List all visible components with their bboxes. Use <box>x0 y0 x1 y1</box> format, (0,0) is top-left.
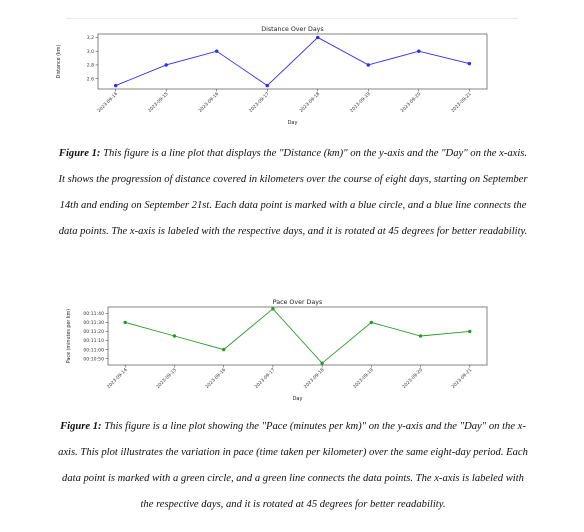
figure-caption-distance: Figure 1: This figure is a line plot tha… <box>58 141 528 245</box>
y-tick-label: 00:11:20 <box>83 329 104 335</box>
y-tick-label: 00:11:10 <box>83 338 104 344</box>
y-axis-label: Pace (minutes per km) <box>66 309 72 363</box>
y-tick-label: 00:11:30 <box>83 320 104 326</box>
data-point <box>164 63 168 67</box>
y-tick-label: 00:10:50 <box>83 356 104 362</box>
pace-chart: Pace Over Days 00:10:50 00:11:00 00:11:10 00… <box>66 299 488 402</box>
chart-title: Distance Over Days <box>261 26 323 33</box>
figure-caption-pace: Figure 1: This figure is a line plot sho… <box>58 414 528 518</box>
x-tick-label: 2023-09-21 <box>450 367 473 390</box>
data-point <box>320 361 324 365</box>
x-tick-label: 2023-09-20 <box>401 367 424 390</box>
series-line <box>115 36 470 87</box>
y-tick-label: 00:11:00 <box>83 347 104 353</box>
data-point <box>172 334 177 338</box>
x-tick-label: 2023-09-20 <box>399 91 422 114</box>
top-divider <box>66 18 518 19</box>
x-tick-label: 2023-09-14 <box>96 91 119 114</box>
caption-label: Figure 1: <box>60 421 102 432</box>
x-tick-label: 2023-09-21 <box>450 91 473 114</box>
caption-text: This figure is a line plot showing the "… <box>58 421 528 510</box>
y-tick-label: 2.6 <box>87 76 94 82</box>
distance-chart: Distance Over Days 2.6 2.8 3.0 3.2 2023-09-14… <box>56 26 488 126</box>
chart-title: Pace Over Days <box>273 299 323 306</box>
y-axis-label: Distance (km) <box>56 45 62 79</box>
data-point <box>467 61 472 66</box>
x-tick-label: 2023-09-19 <box>352 367 375 390</box>
y-tick-label: 00:11:40 <box>83 311 104 317</box>
plot-frame <box>97 33 488 90</box>
x-tick-label: 2023-09-16 <box>197 91 220 114</box>
x-tick-label: 2023-09-14 <box>106 367 129 390</box>
data-point <box>221 347 226 352</box>
x-tick-label: 2023-09-18 <box>298 91 321 114</box>
data-point <box>417 49 421 53</box>
series-line <box>125 308 470 364</box>
x-tick-label: 2023-09-16 <box>204 367 227 390</box>
y-tick-label: 3.0 <box>87 49 94 55</box>
x-axis-label: Day <box>288 120 298 126</box>
plot-frame <box>107 306 488 366</box>
x-axis-label: Day <box>293 396 303 402</box>
data-point <box>271 307 275 311</box>
caption-text: This figure is a line plot that displays… <box>58 148 528 237</box>
x-tick-label: 2023-09-15 <box>155 367 178 390</box>
data-point <box>316 35 320 40</box>
caption-label: Figure 1: <box>58 148 101 159</box>
data-point <box>369 320 374 325</box>
data-point <box>265 83 269 88</box>
x-tick-label: 2023-09-18 <box>303 367 326 390</box>
y-tick-label: 2.8 <box>87 63 94 69</box>
data-point <box>468 329 472 334</box>
data-point <box>366 63 370 67</box>
x-tick-label: 2023-09-17 <box>254 367 277 390</box>
data-point <box>123 320 127 325</box>
x-tick-label: 2023-09-19 <box>349 91 372 114</box>
x-tick-label: 2023-09-17 <box>248 91 271 114</box>
data-point <box>418 334 423 338</box>
data-point <box>215 49 219 53</box>
y-tick-label: 3.2 <box>87 35 94 41</box>
x-tick-label: 2023-09-15 <box>147 91 170 114</box>
data-point <box>113 83 118 88</box>
